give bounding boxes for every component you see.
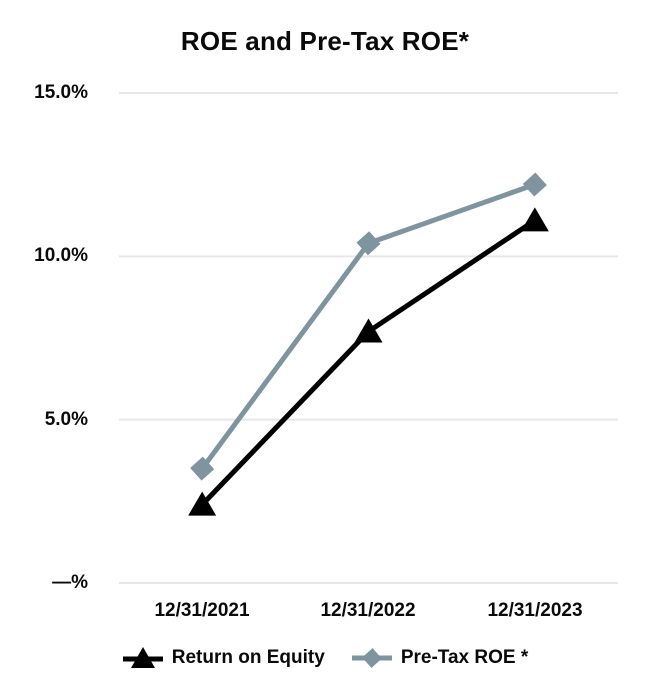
- legend-label: Return on Equity: [171, 647, 325, 668]
- diamond-marker-icon: [351, 648, 392, 668]
- legend-item-return-on-equity: Return on Equity: [122, 645, 325, 671]
- data-point-marker: [356, 231, 381, 256]
- y-axis-tick-label: 10.0%: [34, 245, 88, 266]
- x-axis-tick-label: 12/31/2023: [487, 600, 583, 621]
- data-point-marker: [354, 318, 383, 343]
- data-point-marker: [522, 172, 547, 197]
- y-axis-tick-label: 15.0%: [34, 82, 88, 103]
- data-point-marker: [190, 456, 215, 481]
- data-point-marker: [188, 491, 217, 516]
- legend-label: Pre-Tax ROE *: [400, 647, 529, 668]
- triangle-marker-icon: [122, 647, 163, 668]
- legend: Return on Equity Pre-Tax ROE *: [0, 641, 650, 675]
- series-line-return-on-equity: [200, 218, 537, 507]
- chart-title: ROE and Pre-Tax ROE*: [180, 26, 470, 56]
- x-axis-tick-label: 12/31/2022: [320, 600, 416, 621]
- data-point-marker: [520, 207, 549, 232]
- y-axis-tick-label: —%: [52, 572, 88, 593]
- x-axis-tick-label: 12/31/2021: [154, 600, 250, 621]
- y-axis-tick-label: 5.0%: [44, 409, 88, 430]
- legend-item-pre-tax-roe: Pre-Tax ROE *: [351, 645, 528, 671]
